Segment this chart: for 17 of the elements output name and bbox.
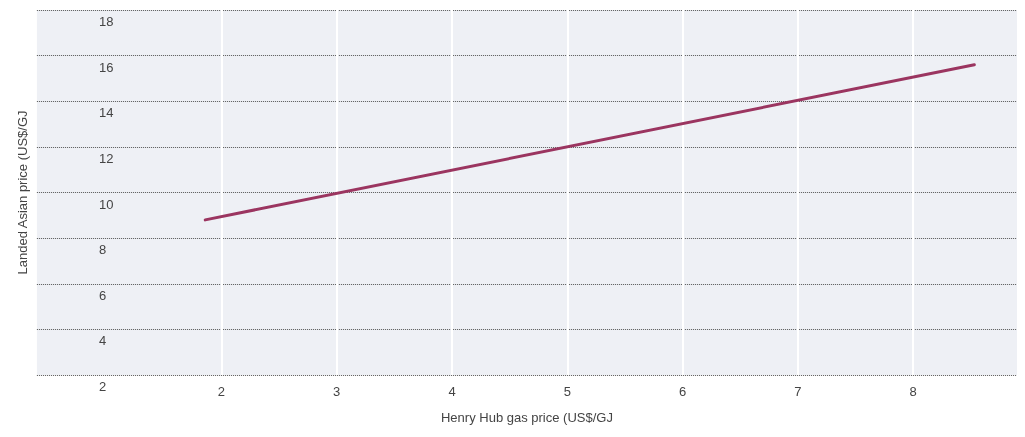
y-tick-label: 4 [98,333,107,349]
x-tick-label: 5 [563,384,571,399]
y-tick-label: 8 [98,242,107,258]
x-tick-label: 6 [679,384,687,399]
x-tick-label: 2 [217,384,226,399]
y-axis-title: Landed Asian price (US$/GJ [15,110,30,275]
x-tick-label: 7 [794,384,802,399]
y-tick-label: 14 [98,105,114,121]
y-tick-label: 12 [98,150,114,166]
x-tick-label: 4 [448,384,456,399]
x-tick-label: 8 [909,384,917,399]
y-tick-label: 18 [98,14,114,29]
x-axis-title: Henry Hub gas price (US$/GJ [440,410,613,425]
y-tick-label: 6 [98,287,107,303]
x-tick-label: 3 [333,384,341,399]
y-tick-label: 16 [98,59,114,75]
y-tick-label: 10 [98,196,114,212]
